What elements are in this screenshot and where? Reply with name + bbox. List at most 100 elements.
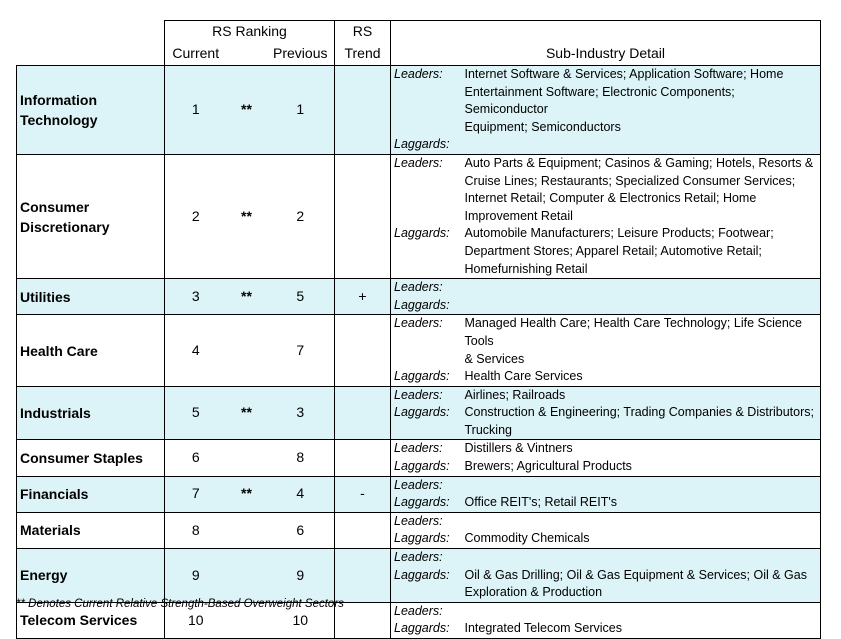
sector-row: Utilities 3 ** 5 + Leaders: bbox=[16, 278, 821, 316]
sector-name-line: Energy bbox=[20, 567, 68, 584]
laggards-label: Laggards: bbox=[390, 620, 461, 639]
rs-trend-header-line2: Trend bbox=[334, 43, 391, 66]
leaders-detail-line: Managed Health Care; Health Care Technol… bbox=[464, 316, 802, 348]
leaders-label: Leaders: bbox=[390, 511, 461, 531]
leaders-label: Leaders: bbox=[390, 475, 461, 495]
leaders-detail-line: Entertainment Software; Electronic Compo… bbox=[464, 84, 735, 117]
sector-row: Information Technology 1 ** 1 Leaders: Interne… bbox=[16, 65, 821, 155]
sector-row-laggards: Laggards: Construction & Engineering; Tra… bbox=[17, 404, 821, 441]
sector-name: Consumer Staples bbox=[16, 439, 165, 477]
sector-row: Industrials 5 ** 3 Leaders: Airlines; Railroa… bbox=[16, 385, 821, 441]
leaders-label: Leaders: bbox=[390, 314, 461, 369]
previous-header: Previous bbox=[266, 43, 335, 66]
sector-ranking-table-wrapper: RS Ranking RS Current Previous Trend Sub… bbox=[16, 20, 821, 639]
leaders-detail: Managed Health Care; Health Care Technol… bbox=[460, 314, 821, 369]
sector-name-line: Utilities bbox=[20, 288, 71, 305]
sector-name-line: Materials bbox=[20, 522, 81, 539]
sector-row-laggards: Laggards: Commodity Chemicals bbox=[17, 530, 821, 550]
sector-name-line: Telecom Services bbox=[20, 612, 138, 629]
previous-rank: 1 bbox=[266, 65, 335, 155]
current-rank: 7 bbox=[164, 475, 227, 513]
rs-trend bbox=[334, 385, 391, 441]
rs-trend bbox=[334, 314, 391, 387]
leaders-detail-line: Distillers & Vintners bbox=[464, 441, 573, 456]
laggards-detail-line: Oil & Gas Drilling; Oil & Gas Equipment … bbox=[464, 567, 807, 582]
laggards-detail: Health Care Services bbox=[460, 368, 821, 387]
overweight-marker: ** bbox=[226, 385, 267, 441]
header-row-2: Current Previous Trend Sub-Industry Deta… bbox=[16, 43, 821, 66]
previous-rank: 4 bbox=[266, 475, 335, 513]
laggards-detail-line: Homefurnishing Retail bbox=[464, 261, 588, 276]
previous-rank: 3 bbox=[266, 385, 335, 441]
previous-rank: 7 bbox=[266, 314, 335, 387]
current-rank: 6 bbox=[164, 439, 227, 477]
leaders-detail: Auto Parts & Equipment; Casinos & Gaming… bbox=[460, 153, 821, 226]
sector-row-laggards: Laggards: bbox=[17, 136, 821, 155]
current-rank: 9 bbox=[164, 548, 227, 603]
leaders-detail bbox=[460, 511, 821, 531]
sector-name-line: Information bbox=[20, 91, 97, 108]
laggards-label: Laggards: bbox=[390, 458, 461, 477]
current-rank: 3 bbox=[164, 278, 227, 316]
sector-row: Materials 8 6 Leaders: bbox=[16, 511, 821, 550]
laggards-detail: Office REIT's; Retail REIT's bbox=[460, 494, 821, 513]
laggards-detail: Construction & Engineering; Trading Comp… bbox=[460, 404, 821, 441]
laggards-detail: Brewers; Agricultural Products bbox=[460, 458, 821, 477]
rs-trend bbox=[334, 548, 391, 603]
overweight-marker: ** bbox=[226, 65, 267, 155]
sector-name-line: Health Care bbox=[20, 342, 98, 359]
sector-row: Financials 7 ** 4- Leaders: bbox=[16, 475, 821, 513]
footnote: ** Denotes Current Relative Strength-Bas… bbox=[16, 598, 344, 610]
rs-trend bbox=[334, 439, 391, 477]
previous-rank: 8 bbox=[266, 439, 335, 477]
sector-name: Materials bbox=[16, 511, 165, 550]
leaders-detail-line: & Services bbox=[464, 351, 525, 366]
leaders-label: Leaders: bbox=[390, 153, 461, 226]
sector-name: Financials bbox=[16, 475, 165, 513]
sector-row: Consumer Staples 6 8 Leaders: Distillers & V… bbox=[16, 439, 821, 477]
laggards-detail-line: Integrated Telecom Services bbox=[464, 621, 623, 636]
laggards-detail: Commodity Chemicals bbox=[460, 530, 821, 550]
laggards-label: Laggards: bbox=[390, 404, 461, 441]
sector-row: Consumer Discretionary 2 ** 2 Leaders: Auto Pa… bbox=[16, 153, 821, 280]
rs-trend bbox=[334, 153, 391, 280]
current-rank: 2 bbox=[164, 153, 227, 280]
rs-ranking-header: RS Ranking bbox=[164, 20, 335, 43]
sector-name-line: Discretionary bbox=[20, 218, 110, 235]
rs-trend: + bbox=[334, 278, 391, 316]
sector-name: Health Care bbox=[16, 314, 165, 387]
sector-row: Energy 9 9 Leaders: bbox=[16, 548, 821, 603]
rs-trend-header-line1: RS bbox=[334, 20, 391, 43]
leaders-detail-line: Internet Software & Services; Applicatio… bbox=[464, 67, 784, 81]
laggards-detail bbox=[460, 296, 821, 316]
sector-name-line: Consumer Staples bbox=[20, 450, 143, 467]
laggards-detail: Oil & Gas Drilling; Oil & Gas Equipment … bbox=[460, 566, 821, 603]
overweight-marker: ** bbox=[226, 475, 267, 513]
overweight-marker: ** bbox=[226, 278, 267, 316]
sector-name-line: Industrials bbox=[20, 405, 91, 422]
header-row-1: RS Ranking RS bbox=[16, 20, 821, 43]
current-rank: 1 bbox=[164, 65, 227, 155]
leaders-detail-line: Internet Retail; Computer & Electronics … bbox=[464, 191, 757, 206]
sector-name-line: Financials bbox=[20, 486, 89, 503]
leaders-detail-line: Auto Parts & Equipment; Casinos & Gaming… bbox=[464, 155, 814, 170]
previous-rank: 5 bbox=[266, 278, 335, 316]
leaders-detail bbox=[460, 548, 821, 567]
leaders-detail: Distillers & Vintners bbox=[460, 439, 821, 459]
leaders-detail: Internet Software & Services; Applicatio… bbox=[460, 65, 821, 137]
laggards-label: Laggards: bbox=[390, 136, 461, 155]
laggards-detail-line: Commodity Chemicals bbox=[464, 531, 590, 546]
rs-trend bbox=[334, 511, 391, 550]
sector-row: Health Care 4 7 Leaders: Managed Health Care… bbox=[16, 314, 821, 387]
overweight-marker bbox=[226, 439, 267, 477]
overweight-marker bbox=[226, 511, 267, 550]
sector-name: Information Technology bbox=[16, 65, 165, 155]
laggards-label: Laggards: bbox=[390, 368, 461, 387]
current-rank: 8 bbox=[164, 511, 227, 550]
current-rank: 5 bbox=[164, 385, 227, 441]
leaders-label: Leaders: bbox=[390, 278, 461, 297]
overweight-marker: ** bbox=[226, 153, 267, 280]
sector-row-laggards: Laggards: bbox=[17, 296, 821, 316]
leaders-detail bbox=[460, 475, 821, 495]
leaders-detail bbox=[460, 601, 821, 621]
